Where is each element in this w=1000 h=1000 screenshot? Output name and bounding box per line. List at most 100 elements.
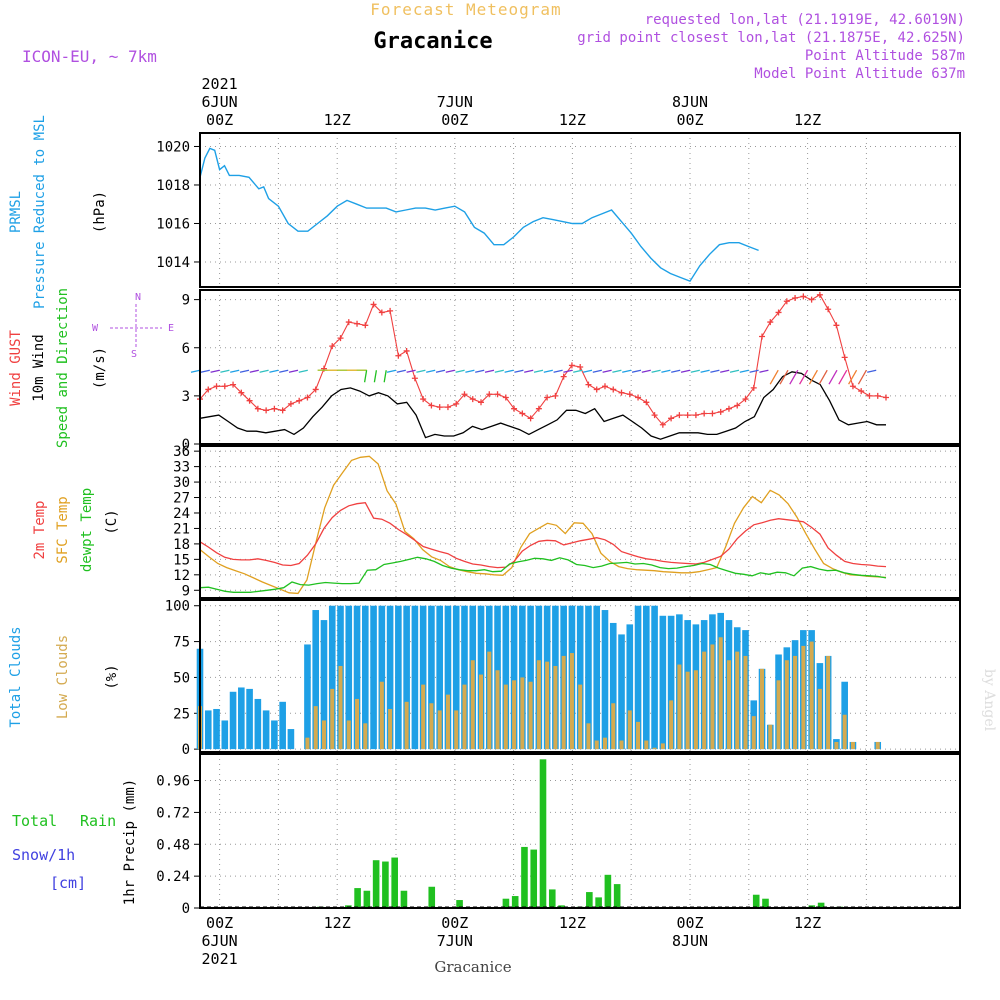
bar-low-clouds [685,671,690,750]
bar-total-clouds [419,605,427,750]
gust-point [263,407,270,414]
wind-arrow [563,369,573,373]
bar-total-clouds [353,605,361,750]
label-pressure-msl: Pressure Reduced to MSL [32,115,48,309]
gust-point [304,394,311,401]
bar-low-clouds [495,670,500,750]
ytick-label: 21 [173,521,190,537]
wind-arrow [808,369,818,385]
wind-arrow [386,369,397,373]
legend-unit: [cm] [50,874,86,892]
gust-point [874,392,881,399]
gust-point [585,381,592,388]
wind-arrow [190,369,201,373]
bar-precip [428,886,436,908]
gust-point [345,319,352,326]
gust-point [783,298,790,305]
watermark: by Angel [981,669,997,732]
panel-labels: PRMSL Pressure Reduced to MSL (hPa) Wind… [8,115,138,905]
time-label-top: 00Z [441,111,468,129]
time-label-top: 7JUN [437,93,473,111]
gust-point [800,293,807,300]
bar-total-clouds [246,688,253,750]
location-title: Gracanice [373,29,492,54]
bar-total-clouds [345,605,353,750]
label-low-clouds: Low Clouds [55,635,71,719]
bar-precip [400,890,408,908]
gust-point [453,400,460,407]
bar-low-clouds [512,680,517,750]
time-label-bottom: 2021 [202,950,238,968]
bar-low-clouds [660,743,665,750]
gust-point [725,405,732,412]
time-label-top: 12Z [559,111,586,129]
gust-point [684,412,691,419]
ytick-label: 15 [173,552,190,568]
ytick-label: 0 [182,742,190,758]
gust-point [246,397,253,404]
requested-coords: requested lon,lat (21.1919E, 42.6019N) [645,12,965,28]
gust-point [825,306,832,313]
gust-point [428,402,435,409]
time-label-top: 12Z [324,111,351,129]
wind-arrow [729,369,740,373]
bar-total-clouds [395,605,402,750]
bar-low-clouds [379,681,384,750]
wind-arrow [631,369,642,373]
wind-arrow [573,369,583,373]
gust-point [362,322,369,329]
wind-arrow [465,369,475,373]
panel-clouds: 0 25 50 75 100 [165,599,960,758]
bar-low-clouds [850,741,855,750]
bar-low-clouds [793,655,798,750]
bar-low-clouds [561,655,566,750]
bar-low-clouds [470,660,475,750]
ytick-label: 50 [173,670,190,686]
panel-frame [199,445,961,599]
wind-arrow [445,369,455,373]
gust-point [205,386,212,393]
bar-total-clouds [370,605,377,750]
gust-point [560,373,567,380]
wind-arrow [484,369,495,373]
wind-arrow [867,369,877,373]
wind-arrow [641,369,651,373]
time-label-bottom: 6JUN [202,932,238,950]
wind-arrow [612,369,622,373]
wind-arrow [514,369,524,373]
panel-frame [199,599,961,753]
wind-arrow [455,369,465,373]
gust-point [329,343,336,350]
bar-low-clouds [710,644,715,750]
bar-total-clouds [651,605,658,750]
bar-total-clouds [411,605,419,750]
panel-frame [199,132,961,288]
bar-precip [530,849,538,908]
label-percent: (%) [104,664,120,689]
ytick-label: 1020 [156,139,190,155]
label-precip: 1hr Precip (mm) [122,779,138,905]
bar-low-clouds [718,637,723,750]
bar-total-clouds [262,710,270,750]
gust-point [213,383,220,390]
bar-low-clouds [462,684,467,750]
time-label-top: 00Z [676,111,703,129]
bar-total-clouds [312,610,320,750]
bar-low-clouds [809,641,814,750]
wind-arrow [739,369,749,373]
ytick-label: 33 [173,460,190,476]
wind-arrow [651,369,661,373]
wind-arrow [661,369,671,373]
bar-precip [817,902,825,908]
bar-low-clouds [652,747,657,750]
bar-precip [558,905,565,908]
gust-point [833,322,840,329]
bar-low-clouds [801,645,806,750]
label-speed-direction: Speed and Direction [55,288,71,448]
gust-point [866,392,873,399]
wind-arrow [671,369,681,373]
model-altitude: Model Point Altitude 637m [754,66,965,82]
bar-low-clouds [834,741,839,750]
bar-low-clouds [760,668,765,750]
gust-point [511,405,518,412]
